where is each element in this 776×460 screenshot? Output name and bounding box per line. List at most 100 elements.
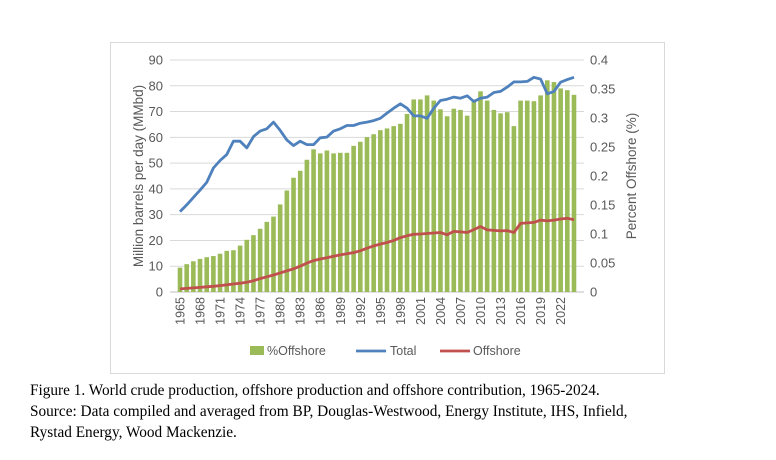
x-tick-label: 1971 [214,297,228,325]
bar-offshore-pct [224,250,230,292]
bar-offshore-pct [418,99,423,292]
line-total [179,75,575,213]
y-tick-label: 60 [149,130,163,145]
x-tick-label: 1998 [394,297,408,325]
caption-line-3: Rystad Energy, Wood Mackenzie. [30,424,237,441]
bar-offshore-pct [504,112,510,292]
bar-offshore-pct [317,153,323,292]
bar-offshore-pct [411,99,417,292]
bar-offshore-pct [424,95,430,292]
bar-offshore-pct [197,258,203,292]
bar-offshore-pct [311,149,316,292]
bar-offshore-pct [491,109,497,292]
bar-offshore-pct [558,88,563,292]
bar-offshore-pct [398,123,403,292]
bar-offshore-pct [191,261,196,292]
y-tick-label: 10 [149,259,163,274]
y-tick-label: 0 [156,285,163,300]
y-axis-title: Million barrels per day (MMbd) [131,85,146,267]
x-tick-label: 2013 [494,297,508,325]
bar-offshore-pct [184,264,189,292]
x-tick-label: 1989 [334,297,348,325]
y2-tick-label: 0.1 [590,227,608,242]
bar-offshore-pct [544,80,550,292]
y-tick-label: 40 [149,181,163,196]
bar-offshore-pct [337,152,343,292]
x-tick-label: 1986 [314,297,328,325]
bar-offshore-pct [571,94,577,292]
bar-offshore-pct [324,150,330,292]
bar-offshore-pct [384,128,390,292]
x-tick-label: 2007 [454,297,468,325]
bar-offshore-pct [391,126,396,293]
x-tick-label: 1974 [234,297,248,325]
line-offshore [179,216,575,291]
x-tick-label: 1995 [374,297,388,325]
bar-offshore-pct [431,100,437,292]
y2-tick-label: 0.15 [590,198,615,213]
chart: 0 10 20 30 40 50 60 70 80 90 0 0.05 0.1 0.15 0.2 0.25 0.… [131,53,639,359]
y2-tick-label: 0.2 [590,169,608,184]
y-tick-label: 30 [149,207,163,222]
y2-tick-label: 0.05 [590,256,615,271]
bar-offshore-pct [551,82,557,292]
bar-offshore-pct [444,116,450,292]
x-tick-label: 2004 [434,297,448,325]
bar-offshore-pct [244,239,250,292]
bar-offshore-pct [177,267,183,292]
figure-caption: Figure 1. World crude production, offsho… [30,380,770,443]
bar-offshore-pct [404,113,410,292]
bar-offshore-pct [291,177,296,292]
bar-offshore-pct [531,101,537,293]
chart-frame [110,42,665,374]
bar-offshore-pct [565,90,570,292]
bar-offshore-pct [538,95,543,292]
x-tick-label: 2001 [414,297,428,325]
bar-offshore-pct [458,109,463,292]
bar-offshore-pct [524,100,530,292]
bar-offshore-pct [284,190,290,292]
y-tick-label: 80 [149,78,163,93]
x-tick-label: 2019 [534,297,548,325]
bar-offshore-pct [204,257,210,292]
bar-offshore-pct [464,115,470,293]
bar-offshore-pct [277,204,283,292]
bar-offshore-pct [344,152,350,292]
x-tick-label: 1965 [174,297,188,325]
x-tick-label: 2016 [514,297,528,325]
bar-offshore-pct [471,99,477,292]
y-tick-label: 70 [149,104,163,119]
bar-offshore-pct [451,108,457,292]
x-tick-label: 1992 [354,297,368,325]
bar-offshore-pct [231,250,236,292]
bar-offshore-pct [211,256,216,292]
bar-offshore-pct [251,235,256,292]
bar-offshore-pct [484,100,490,292]
legend-label-total: Total [390,344,416,358]
bar-offshore-pct [498,113,503,292]
bar-offshore-pct [331,153,336,292]
bar-offshore-pct [358,141,363,292]
y2-tick-label: 0.3 [590,111,608,126]
bar-offshore-pct [351,145,356,292]
y2-axis-title: Percent Offshore (%) [624,113,639,240]
y-tick-label: 90 [149,53,163,68]
bar-offshore-pct [378,130,383,292]
x-tick-label: 2010 [474,297,488,325]
bar-offshore-pct [257,228,263,292]
caption-line-1: Figure 1. World crude production, offsho… [30,382,600,399]
bar-offshore-pct [371,134,376,292]
x-tick-label: 1968 [194,297,208,325]
bar-offshore-pct [264,221,270,292]
x-tick-label: 2022 [554,297,568,325]
bar-offshore-pct [518,100,523,292]
bar-offshore-pct [304,159,310,292]
y2-tick-label: 0.35 [590,82,615,97]
legend-label-offshore-pct: %Offshore [267,344,326,358]
legend-label-offshore: Offshore [473,344,521,358]
y2-tick-label: 0.25 [590,140,615,155]
legend-swatch-offshore-pct [250,346,264,355]
x-tick-label: 1983 [294,297,308,325]
y2-tick-label: 0.4 [590,53,608,68]
bar-offshore-pct [478,91,483,292]
